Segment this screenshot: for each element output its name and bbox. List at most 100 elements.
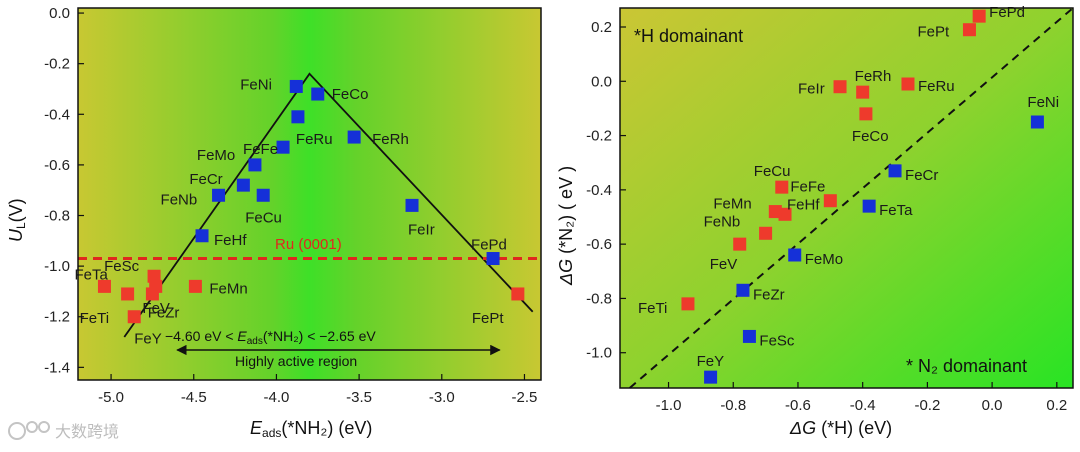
marker-fept [962, 23, 976, 37]
marker-ferh [347, 130, 361, 144]
point-label-feir: FeIr [408, 221, 435, 238]
x-tick-label: -1.0 [656, 397, 682, 414]
point-label-feti: FeTi [638, 300, 667, 317]
point-label-fey: FeY [134, 331, 162, 348]
point-label-fezr: FeZr [148, 304, 180, 321]
range-annotation-pre: −4.60 eV < [165, 328, 237, 344]
point-label-fecr: FeCr [905, 167, 938, 184]
marker-fey [704, 370, 718, 384]
watermark-text: 大数跨境 [55, 422, 119, 441]
y-tick-label: -0.6 [586, 236, 612, 253]
point-label-femn: FeMn [209, 280, 247, 297]
n2-dominant-text: N₂ domainant [913, 356, 1027, 376]
marker-fenb [212, 188, 226, 202]
y-tick-label: -0.4 [586, 182, 612, 199]
n2-dominant-star: * [906, 356, 913, 376]
active-region-label: Highly active region [235, 353, 357, 369]
x-tick-label: 0.0 [982, 397, 1003, 414]
marker-feni [1030, 115, 1044, 129]
marker-fefe [276, 140, 290, 154]
y-axis-label-volcano: UL(V) [6, 198, 28, 242]
watermark-logo-icon [8, 421, 50, 440]
x-axis-label-rest: (*NH₂) (eV) [281, 418, 372, 438]
marker-feir [405, 198, 419, 212]
point-label-fept: FePt [472, 310, 505, 327]
range-annotation: −4.60 eV < Eads(*NH₂) < −2.65 eV [165, 328, 376, 347]
point-label-feco: FeCo [852, 128, 889, 145]
x-tick-label: -4.0 [263, 389, 289, 406]
y-tick-label: -0.8 [586, 290, 612, 307]
marker-fefe [823, 194, 837, 208]
range-annotation-e: E [237, 328, 247, 344]
y-tick-label: -0.4 [44, 106, 70, 123]
marker-femn [188, 279, 202, 293]
y-tick-label: 0.2 [591, 19, 612, 36]
y-axis-label-rest: (V) [6, 198, 26, 222]
n2-dominant-label: * N₂ domainant [906, 356, 1027, 376]
marker-femo [248, 158, 262, 172]
point-label-ferh: FeRh [855, 68, 892, 85]
marker-fezr [736, 283, 750, 297]
marker-feni [289, 79, 303, 93]
y-tick-label: -1.0 [44, 258, 70, 275]
marker-fesc [742, 329, 756, 343]
marker-fev [733, 237, 747, 251]
point-label-femo: FeMo [197, 147, 235, 164]
marker-fehf [778, 207, 792, 221]
marker-feta [862, 199, 876, 213]
y-tick-label: -0.2 [44, 56, 70, 73]
point-label-fesc: FeSc [104, 258, 140, 275]
panel-volcano-frame [77, 7, 542, 381]
panel-volcano: FeNi FeCo FeRu FeRh FeFe FeMo FeCr FeNb FeCu FeIr… [6, 5, 542, 440]
x-tick-label: -2.5 [512, 389, 538, 406]
point-label-feni: FeNi [1027, 94, 1059, 111]
x-axis-label-sub: ads [262, 426, 281, 440]
point-label-fefe: FeFe [243, 141, 278, 158]
range-annotation-post: (*NH₂) < −2.65 eV [263, 328, 376, 344]
point-label-fev: FeV [710, 256, 738, 273]
point-label-fehf: FeHf [214, 232, 247, 249]
point-label-feta: FeTa [74, 266, 108, 283]
marker-fepd [972, 9, 986, 23]
x-tick-label: -0.2 [914, 397, 940, 414]
marker-feco [311, 87, 325, 101]
marker-feti [681, 297, 695, 311]
point-label-fecr: FeCr [189, 171, 222, 188]
point-label-fefe: FeFe [790, 179, 825, 196]
x-axis-label-selectivity: ΔG (*H) (eV) [789, 418, 892, 438]
point-label-feru: FeRu [296, 131, 333, 148]
marker-feru [901, 77, 915, 91]
y-tick-label: 0.0 [49, 5, 70, 22]
point-label-feir: FeIr [798, 81, 825, 98]
point-label-fept: FePt [917, 24, 950, 41]
marker-fesc [147, 269, 161, 283]
x-axis-label-main: E [250, 418, 263, 438]
y-axis-label-selectivity: ΔG (*N₂) ( eV ) [556, 166, 576, 286]
x-tick-label: -0.6 [785, 397, 811, 414]
y-tick-label: -1.4 [44, 359, 70, 376]
x-tick-label: 0.2 [1046, 397, 1067, 414]
y-axis-label-main: U [6, 228, 26, 242]
point-label-fev: FeV [142, 300, 170, 317]
x-tick-label: -3.5 [346, 389, 372, 406]
point-label-ferh: FeRh [372, 131, 409, 148]
marker-ferh [856, 85, 870, 99]
marker-fecr [236, 178, 250, 192]
point-label-fey: FeY [697, 353, 725, 370]
point-label-feru: FeRu [918, 78, 955, 95]
y-axis-label-sub: L [14, 222, 28, 229]
point-label-femn: FeMn [713, 196, 751, 213]
marker-fenb [759, 226, 773, 240]
marker-fecu [256, 188, 270, 202]
point-label-feco: FeCo [332, 86, 369, 103]
marker-fey [127, 310, 141, 324]
range-annotation-sub: ads [247, 336, 263, 347]
point-label-fehf: FeHf [787, 196, 820, 213]
h-dominant-label: *H domainant [634, 26, 743, 46]
x-axis-label-rest: (*H) (eV) [816, 418, 892, 438]
marker-feco [859, 107, 873, 121]
point-label-feti: FeTi [80, 310, 109, 327]
marker-feti [121, 287, 135, 301]
